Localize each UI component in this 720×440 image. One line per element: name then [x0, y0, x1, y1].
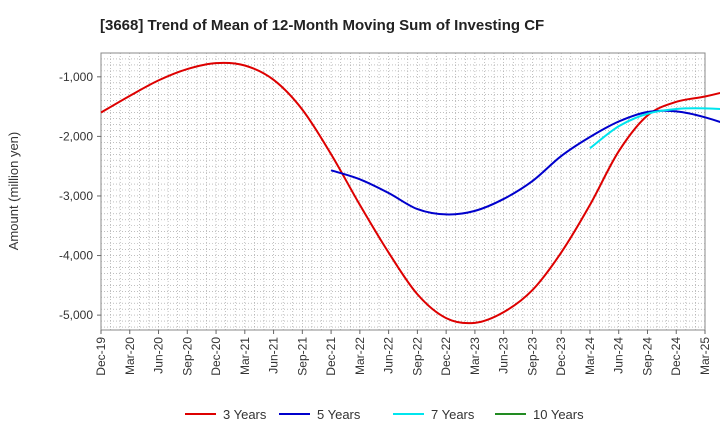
- x-tick-label: Jun-21: [267, 337, 281, 374]
- legend-label-5-years: 5 Years: [317, 407, 361, 422]
- x-tick-label: Sep-20: [180, 337, 194, 376]
- x-tick-label: Jun-23: [497, 337, 511, 374]
- x-tick-label: Mar-24: [583, 337, 597, 375]
- y-axis-label: Amount (million yen): [6, 132, 21, 251]
- x-tick-label: Sep-22: [410, 337, 424, 376]
- x-tick-label: Sep-23: [525, 337, 539, 376]
- x-tick-label: Sep-24: [640, 337, 654, 376]
- x-tick-label: Sep-21: [295, 337, 309, 376]
- chart-title: [3668] Trend of Mean of 12-Month Moving …: [100, 17, 544, 34]
- x-axis-ticks: Dec-19 Mar-20 Jun-20 Sep-20 Dec-20 Mar-21 Jun-…: [94, 330, 712, 376]
- y-tick-label: -4,000: [59, 249, 93, 263]
- x-tick-label: Mar-20: [123, 337, 137, 375]
- x-tick-label: Dec-23: [554, 337, 568, 376]
- x-tick-label: Dec-24: [669, 337, 683, 376]
- x-tick-label: Jun-20: [152, 337, 166, 374]
- legend-label-3-years: 3 Years: [223, 407, 267, 422]
- x-tick-label: Jun-22: [382, 337, 396, 374]
- x-tick-label: Dec-20: [209, 337, 223, 376]
- plot-area: [100, 52, 706, 331]
- legend: 3 Years 5 Years 7 Years 10 Years: [185, 407, 584, 422]
- x-tick-label: Mar-22: [353, 337, 367, 375]
- y-tick-label: -2,000: [59, 129, 93, 143]
- series-lines: [100, 61, 720, 325]
- x-tick-label: Mar-25: [698, 337, 712, 375]
- x-tick-label: Jun-24: [612, 337, 626, 374]
- x-tick-label: Mar-23: [468, 337, 482, 375]
- legend-label-10-years: 10 Years: [533, 407, 584, 422]
- series-line-5-years: [330, 109, 720, 216]
- series-line-7-years: [589, 107, 720, 150]
- y-tick-label: -5,000: [59, 308, 93, 322]
- y-tick-label: -1,000: [59, 70, 93, 84]
- gridlines: [101, 53, 705, 330]
- legend-label-7-years: 7 Years: [431, 407, 475, 422]
- y-axis-ticks: -1,000 -2,000 -3,000 -4,000 -5,000: [59, 70, 101, 322]
- x-tick-label: Dec-21: [324, 337, 338, 376]
- y-tick-label: -3,000: [59, 189, 93, 203]
- x-tick-label: Mar-21: [238, 337, 252, 375]
- x-tick-label: Dec-22: [439, 337, 453, 376]
- x-tick-label: Dec-19: [94, 337, 108, 376]
